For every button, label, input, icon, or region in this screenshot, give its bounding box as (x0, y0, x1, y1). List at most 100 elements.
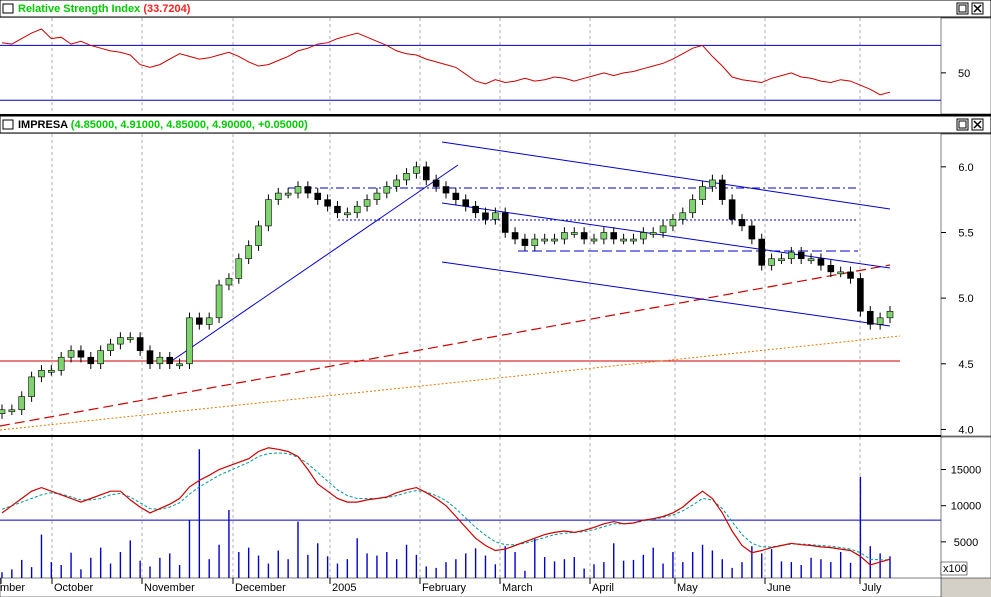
candle-body-88 (866, 310, 874, 325)
price-trendlines (0, 141, 901, 431)
candle-body-16 (156, 356, 164, 365)
candle-body-43 (422, 166, 430, 181)
candle-body-37 (363, 199, 371, 207)
candle-body-42 (413, 166, 420, 174)
candle-body-75 (738, 219, 746, 227)
candle-body-86 (847, 271, 854, 279)
candle-body-7 (67, 350, 75, 358)
panel-divider-1 (0, 114, 991, 116)
volume-tick-label-2: 15000 (951, 465, 982, 477)
x-axis-area (0, 577, 942, 597)
price-plot-area (0, 134, 941, 436)
price-y-axis: 4.0 4.5 5.0 5.5 6.0 (941, 162, 974, 436)
candle-body-41 (403, 173, 410, 181)
candle-body-73 (718, 179, 726, 200)
candle-body-1 (8, 409, 16, 413)
rsi-plot-area (0, 18, 941, 114)
candle-body-58 (570, 232, 578, 235)
price-tick-label-4: 6.0 (958, 162, 973, 174)
candle-body-14 (136, 337, 144, 351)
candle-body-39 (383, 186, 391, 194)
price-panel-icon (2, 119, 14, 130)
candle-body-52 (511, 232, 519, 240)
x-tick-label-0: mber (0, 582, 25, 594)
candle-body-12 (117, 337, 124, 345)
price-ohlc: (4.85000, 4.91000, 4.85000, 4.90000, +0.… (71, 119, 308, 131)
price-tick-label-0: 4.0 (958, 424, 973, 436)
candle-body-60 (590, 238, 598, 242)
candle-body-53 (521, 238, 529, 246)
volume-y-axis: 5000 10000 15000 (941, 465, 981, 549)
candle-body-72 (709, 179, 716, 187)
price-candlesticks (0, 161, 894, 419)
candle-body-54 (531, 238, 539, 246)
candle-body-82 (807, 258, 815, 262)
candle-body-30 (294, 186, 302, 194)
price-close-icon (973, 120, 982, 129)
candle-body-32 (314, 192, 322, 200)
candle-body-59 (580, 232, 588, 240)
candle-body-50 (492, 212, 499, 220)
x-tick-label-10: July (862, 582, 882, 594)
candle-body-45 (442, 186, 450, 194)
candle-body-25 (245, 245, 252, 260)
candle-body-48 (472, 205, 479, 214)
rsi-axis-area (940, 17, 991, 115)
candle-body-47 (462, 199, 470, 207)
svg-text:IMPRESA (4.85000, 4.91000, 4.8: IMPRESA (4.85000, 4.91000, 4.85000, 4.90… (18, 119, 308, 131)
candle-body-34 (334, 205, 341, 214)
rsi-title: Relative Strength Index (18, 3, 141, 15)
long-term-moving-average (0, 335, 901, 431)
candle-body-0 (0, 409, 6, 414)
channel-upper-line (441, 141, 891, 210)
candle-body-5 (48, 370, 55, 373)
candle-body-28 (274, 192, 282, 200)
candle-body-84 (827, 265, 835, 273)
candle-body-51 (501, 212, 509, 233)
candle-body-85 (837, 271, 844, 275)
candle-body-24 (235, 258, 243, 279)
candle-body-61 (600, 232, 608, 240)
price-axis-area (940, 133, 991, 437)
candle-body-49 (482, 212, 489, 220)
candle-body-9 (87, 356, 95, 365)
candle-body-46 (452, 192, 460, 200)
candle-body-18 (176, 363, 183, 367)
candle-body-66 (649, 232, 657, 235)
candle-body-65 (640, 232, 647, 240)
candle-body-69 (679, 212, 687, 220)
candle-body-57 (561, 232, 568, 240)
volume-tick-label-0: 5000 (954, 537, 978, 549)
candle-body-10 (97, 350, 104, 365)
candle-body-8 (77, 350, 85, 358)
candle-body-22 (215, 284, 223, 319)
candle-body-15 (146, 350, 154, 365)
rsi-value: (33.7204) (143, 3, 190, 15)
macd-signal-line (1, 452, 890, 561)
candle-body-70 (689, 199, 696, 214)
price-tick-label-3: 5.5 (958, 227, 973, 239)
candle-body-71 (699, 186, 706, 200)
x-tick-label-5: February (422, 582, 467, 594)
candle-body-13 (126, 337, 134, 340)
price-maximize-button[interactable] (956, 118, 969, 131)
candle-body-3 (28, 376, 35, 397)
price-maximize-icon (958, 120, 967, 129)
candle-body-11 (107, 343, 114, 351)
rsi-maximize-button[interactable] (956, 2, 969, 15)
candle-body-79 (778, 258, 785, 262)
candle-body-80 (788, 251, 795, 260)
rsi-panel-icon (2, 3, 14, 14)
candle-body-38 (373, 192, 381, 200)
candle-body-90 (886, 310, 894, 319)
multiplier-box (940, 561, 968, 576)
candle-body-83 (817, 258, 825, 266)
x-tick-label-7: April (592, 582, 614, 594)
candle-body-35 (344, 212, 351, 216)
candle-body-20 (196, 317, 203, 325)
x-tick-label-8: May (677, 582, 698, 594)
candle-body-63 (620, 238, 627, 242)
candle-body-76 (748, 225, 756, 240)
candle-body-62 (610, 232, 618, 240)
candle-body-68 (669, 219, 677, 227)
